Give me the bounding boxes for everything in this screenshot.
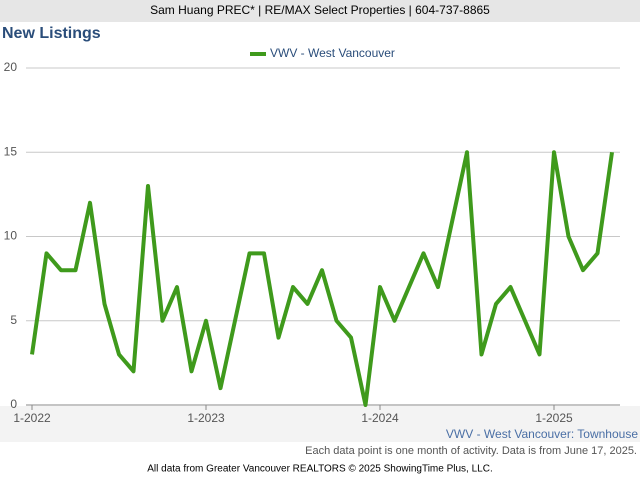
y-tick-label: 5 [10, 313, 17, 327]
y-tick-label: 15 [4, 144, 18, 158]
header-bar [0, 0, 640, 22]
y-tick-label: 20 [4, 60, 18, 74]
x-tick-label: 1-2024 [361, 411, 399, 425]
legend-label: VWV - West Vancouver [270, 46, 395, 60]
chart-title: New Listings [2, 25, 101, 42]
series-line [30, 150, 614, 407]
note: Each data point is one month of activity… [305, 445, 637, 457]
header: Sam Huang PREC* | RE/MAX Select Properti… [150, 3, 490, 17]
x-tick-label: 1-2025 [535, 411, 573, 425]
source: All data from Greater Vancouver REALTORS… [147, 464, 492, 475]
y-tick-label: 0 [10, 397, 17, 411]
x-tick-label: 1-2023 [187, 411, 225, 425]
subtitle: VWV - West Vancouver: Townhouse [446, 427, 638, 441]
x-tick-label: 1-2022 [13, 411, 51, 425]
y-tick-label: 10 [4, 229, 18, 243]
footer-band [0, 406, 640, 442]
